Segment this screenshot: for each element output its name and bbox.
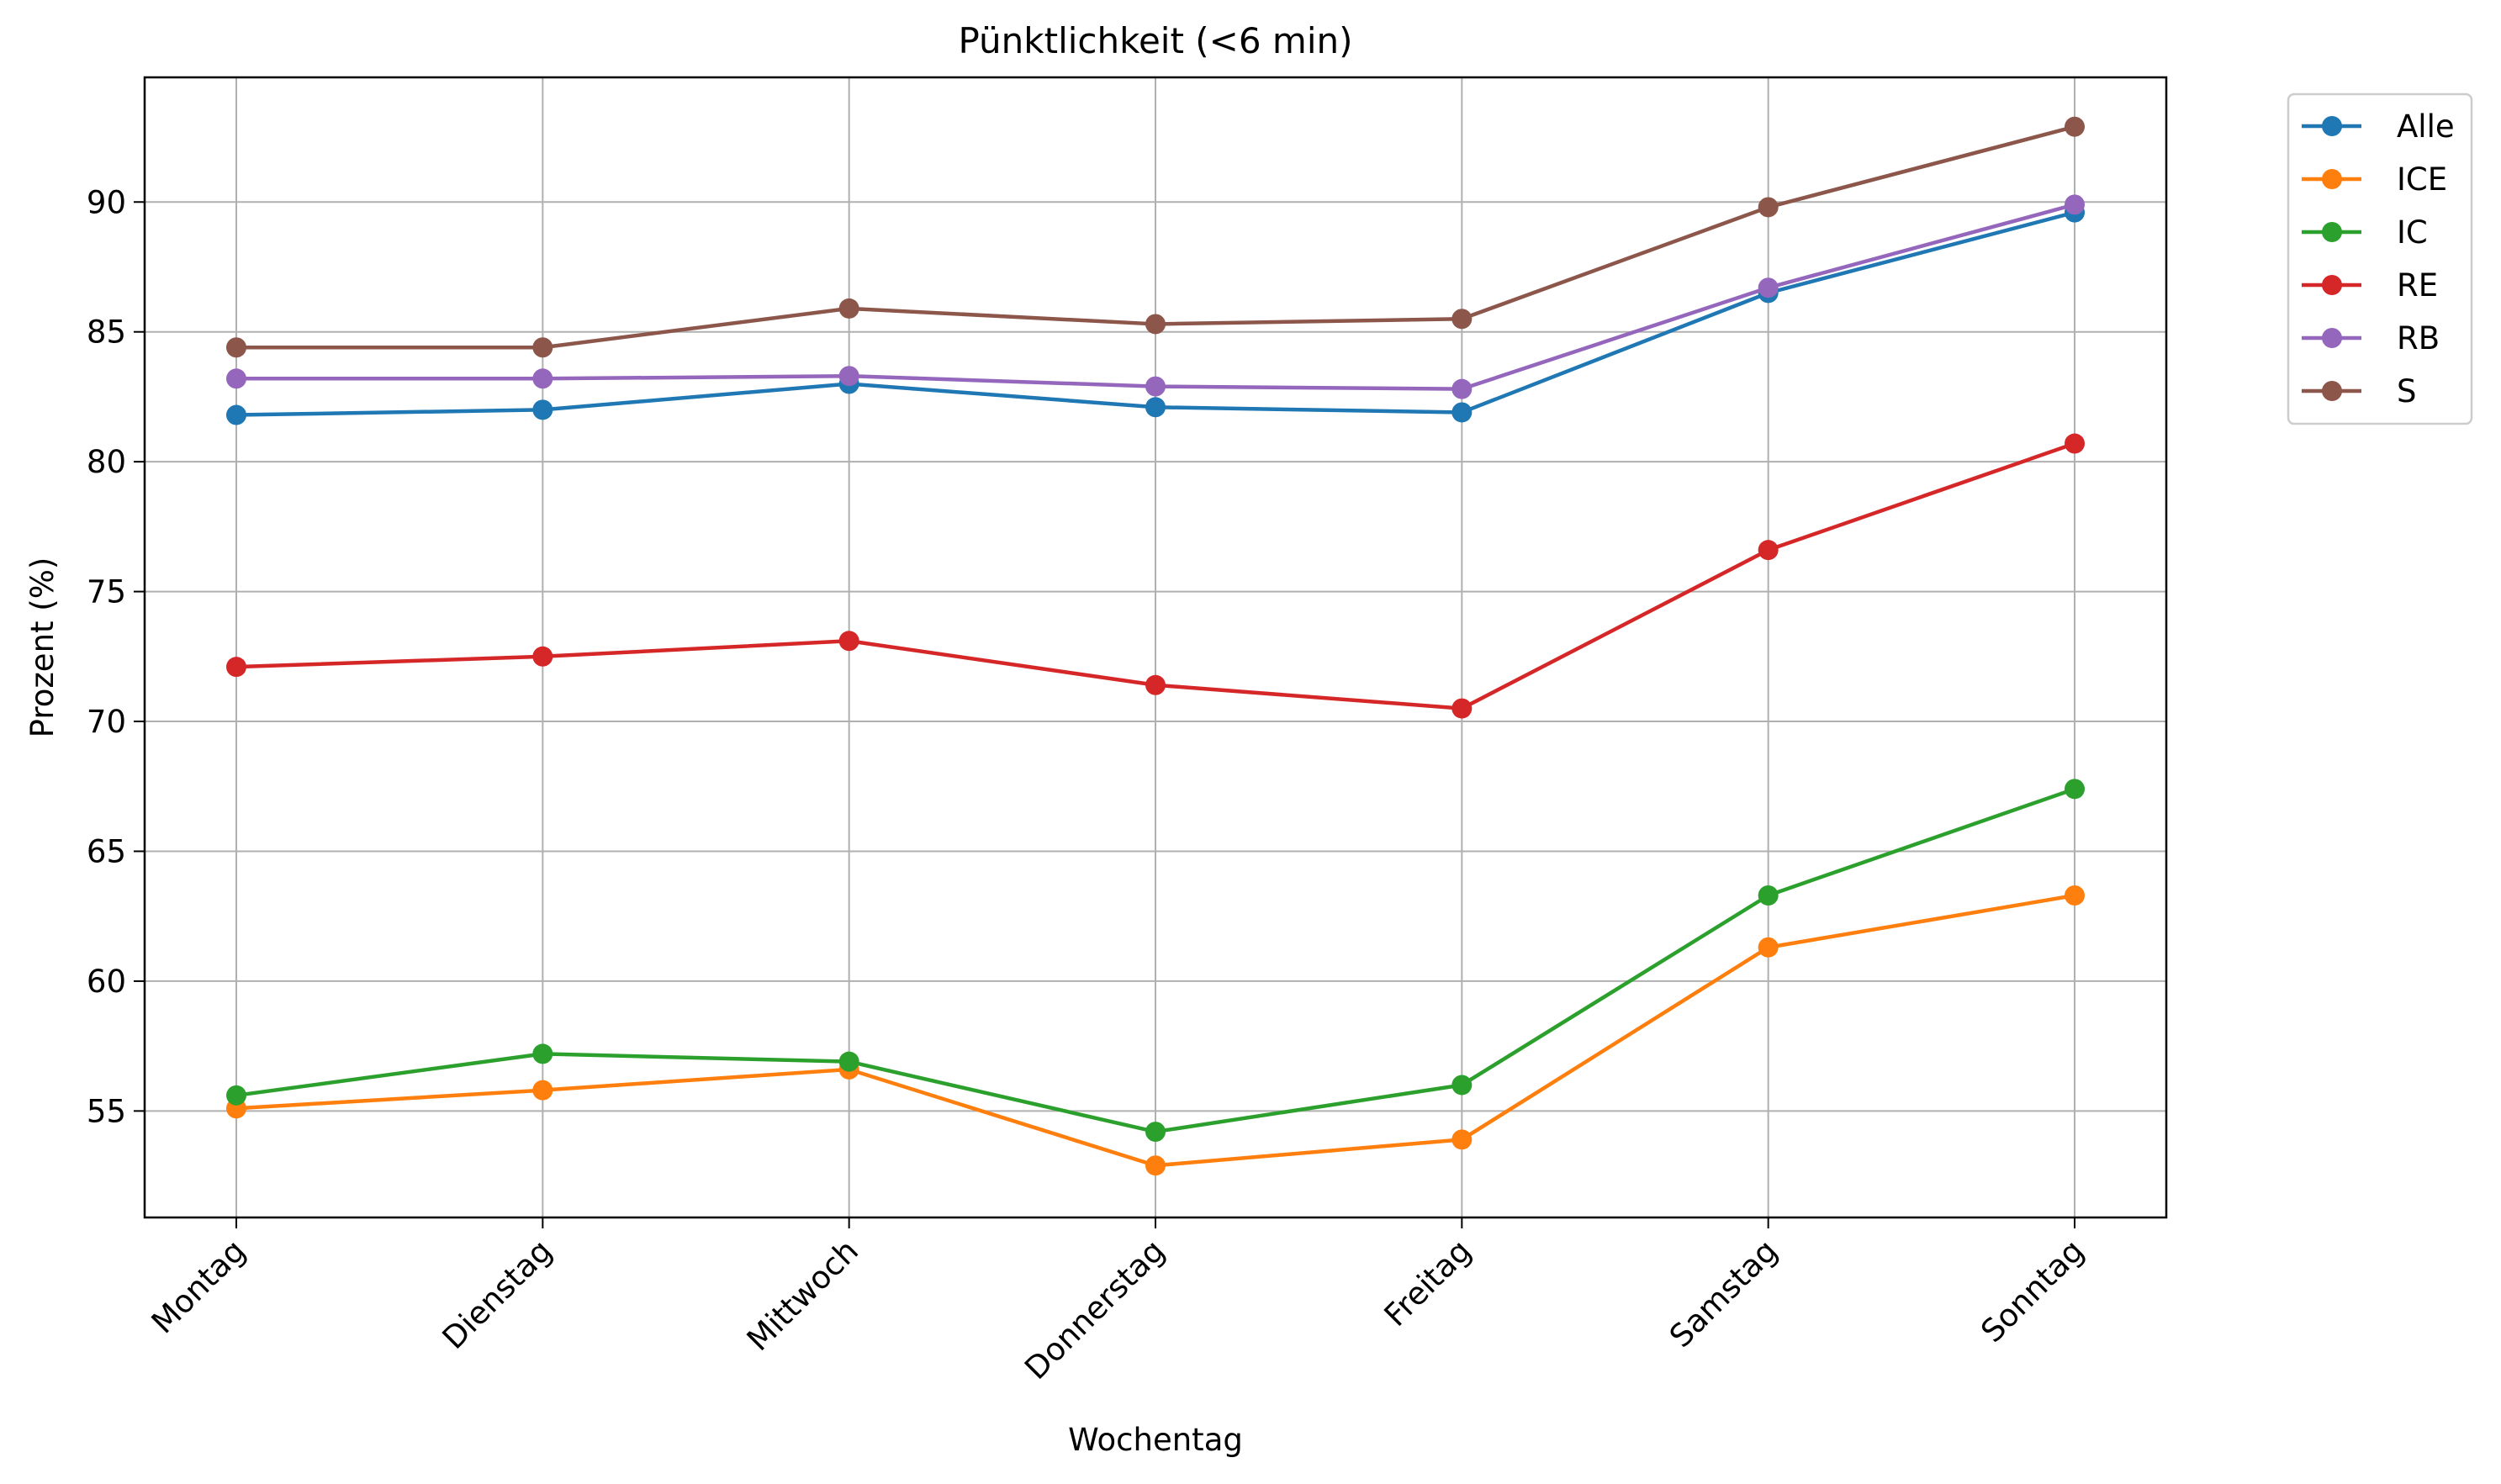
legend-marker-rb <box>2322 328 2342 348</box>
data-point-rb <box>1758 277 1779 298</box>
legend-label-alle: Alle <box>2397 108 2455 145</box>
data-point-rb <box>226 368 246 389</box>
data-point-re <box>2065 433 2085 454</box>
data-point-ice <box>2065 885 2085 906</box>
data-point-s <box>1145 314 1166 335</box>
y-tick-label: 75 <box>87 574 126 610</box>
data-point-rb <box>532 368 553 389</box>
legend: Alle ICE IC RE RB S <box>2287 92 2473 425</box>
data-point-s <box>1451 309 1473 330</box>
data-point-ic <box>1758 885 1779 906</box>
series-s <box>226 116 2085 358</box>
data-point-ic <box>1145 1122 1166 1143</box>
legend-label-ice: ICE <box>2397 161 2447 198</box>
data-point-ice <box>1451 1129 1473 1150</box>
y-tick-label: 55 <box>87 1093 126 1129</box>
legend-item-s: S <box>2302 373 2417 409</box>
grid-lines <box>145 77 2166 1217</box>
data-point-re <box>1145 674 1166 695</box>
data-point-ice <box>1758 937 1779 958</box>
y-tick-label: 90 <box>87 184 126 220</box>
legend-label-re: RE <box>2397 267 2438 304</box>
y-tick-label: 85 <box>87 314 126 351</box>
data-point-ice <box>532 1080 553 1101</box>
data-point-alle <box>1451 402 1473 423</box>
data-point-rb <box>2065 194 2085 215</box>
data-point-re <box>532 646 553 667</box>
series-ic <box>226 779 2085 1143</box>
data-point-ic <box>532 1043 553 1064</box>
data-point-s <box>226 337 246 358</box>
data-point-s <box>838 298 859 319</box>
y-tick-label: 65 <box>87 833 126 869</box>
data-point-ic <box>2065 779 2085 800</box>
data-point-s <box>1758 197 1779 218</box>
data-point-s <box>532 337 553 358</box>
data-point-rb <box>1145 376 1166 397</box>
legend-marker-s <box>2322 381 2342 401</box>
series-re <box>226 433 2085 719</box>
y-tick-label: 80 <box>87 444 126 480</box>
y-tick-label: 70 <box>87 704 126 740</box>
data-point-s <box>2065 116 2085 137</box>
legend-item-ic: IC <box>2302 214 2428 251</box>
data-point-ic <box>1451 1075 1473 1096</box>
legend-marker-re <box>2322 275 2342 295</box>
x-axis-label: Wochentag <box>1068 1422 1243 1458</box>
data-point-alle <box>1145 397 1166 418</box>
data-point-ice <box>1145 1155 1166 1176</box>
legend-marker-ic <box>2322 222 2342 242</box>
legend-item-rb: RB <box>2302 320 2440 356</box>
legend-marker-alle <box>2322 116 2342 136</box>
data-point-ic <box>838 1051 859 1072</box>
data-point-re <box>838 631 859 652</box>
data-point-ic <box>226 1085 246 1106</box>
y-axis: 55 60 65 70 75 80 85 90 <box>87 184 145 1129</box>
legend-label-ic: IC <box>2397 214 2428 251</box>
series-rb <box>226 194 2085 399</box>
data-point-re <box>226 657 246 678</box>
data-point-alle <box>226 404 246 425</box>
legend-label-s: S <box>2397 373 2417 409</box>
data-point-re <box>1451 698 1473 719</box>
legend-item-re: RE <box>2302 267 2438 304</box>
data-point-rb <box>838 366 859 387</box>
legend-item-ice: ICE <box>2302 161 2447 198</box>
legend-label-rb: RB <box>2397 320 2440 356</box>
data-point-re <box>1758 540 1779 561</box>
y-tick-label: 60 <box>87 964 126 1000</box>
y-axis-label: Prozent (%) <box>24 557 61 738</box>
data-point-alle <box>532 399 553 420</box>
legend-marker-ice <box>2322 169 2342 189</box>
data-point-rb <box>1451 378 1473 399</box>
legend-item-alle: Alle <box>2302 108 2455 145</box>
chart-title: Pünktlichkeit (<6 min) <box>958 20 1352 61</box>
series-layer <box>226 116 2085 1176</box>
